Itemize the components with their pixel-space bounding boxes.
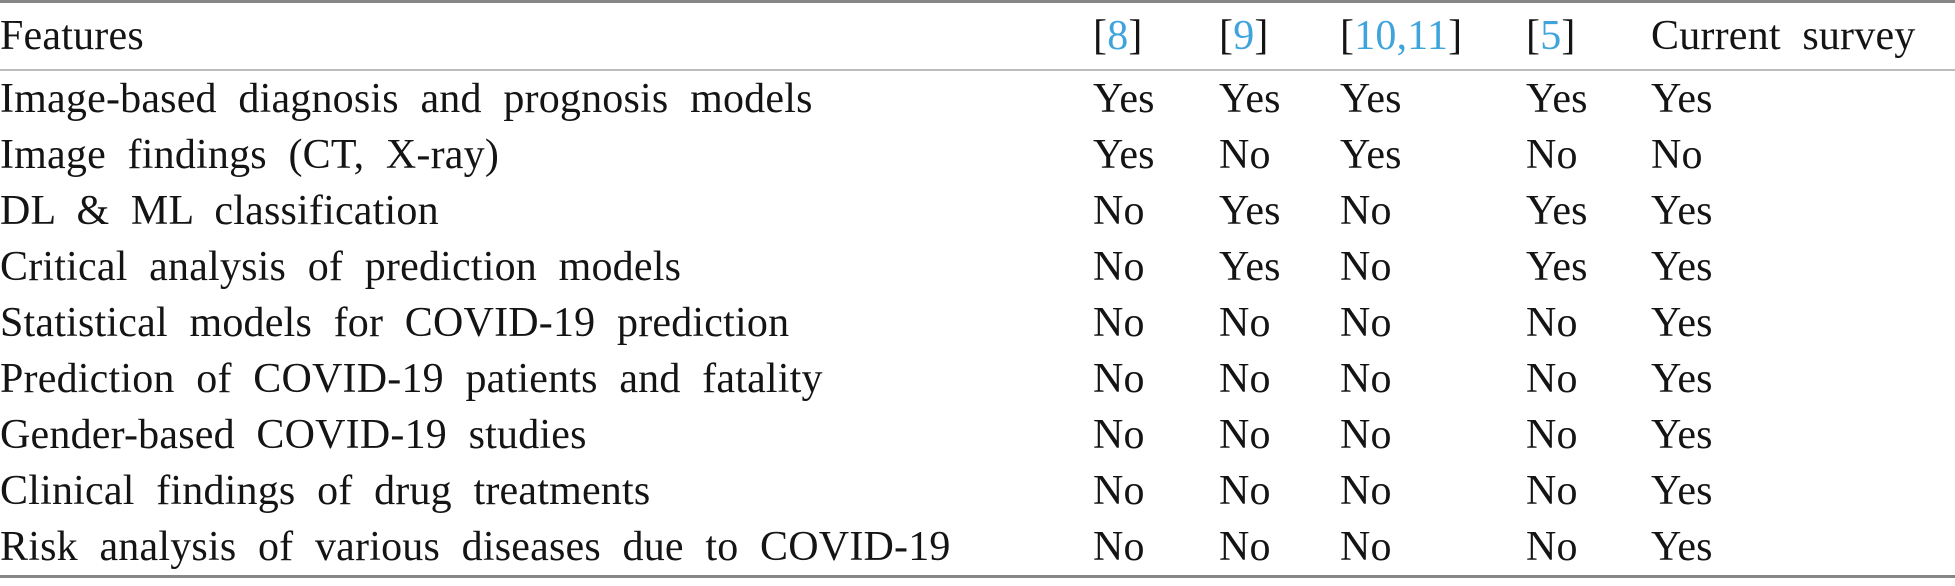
table-body: Image-based diagnosis and prognosis mode… (0, 70, 1955, 577)
cell-value: Yes (1526, 244, 1588, 290)
cell-value: No (1526, 524, 1578, 570)
table-row: DL & ML classification No Yes No Yes Yes (0, 183, 1955, 239)
cell-value: No (1093, 356, 1145, 402)
cell-value: Yes (1651, 76, 1713, 122)
ref-bracket-open: [ (1093, 13, 1108, 59)
cell-value: Yes (1093, 132, 1155, 178)
table-row: Statistical models for COVID-19 predicti… (0, 295, 1955, 351)
feature-label: Gender-based COVID-19 studies (0, 412, 587, 458)
ref-bracket-open: [ (1219, 13, 1234, 59)
cell-value: Yes (1340, 76, 1402, 122)
cell-value: No (1219, 412, 1271, 458)
cell-value: No (1219, 356, 1271, 402)
feature-label: DL & ML classification (0, 188, 439, 234)
feature-label: Critical analysis of prediction models (0, 244, 682, 290)
cell-value: No (1526, 356, 1578, 402)
cell-value: Yes (1526, 188, 1588, 234)
cell-value: No (1651, 132, 1703, 178)
cell-value: Yes (1219, 76, 1281, 122)
column-header-ref-5: [5] (1526, 1, 1651, 71)
cell-value: No (1093, 300, 1145, 346)
cell-value: No (1340, 412, 1392, 458)
feature-label: Image-based diagnosis and prognosis mode… (0, 76, 813, 122)
feature-label: Prediction of COVID-19 patients and fata… (0, 356, 823, 402)
column-header-current-survey: Current survey (1651, 1, 1955, 71)
cell-value: Yes (1219, 188, 1281, 234)
cell-value: Yes (1651, 244, 1713, 290)
table-row: Image findings (CT, X-ray) Yes No Yes No No (0, 127, 1955, 183)
cell-value: No (1340, 188, 1392, 234)
cell-value: Yes (1526, 76, 1588, 122)
table-row: Image-based diagnosis and prognosis mode… (0, 70, 1955, 127)
cell-value: No (1340, 244, 1392, 290)
citation-link-10[interactable]: 10 (1354, 13, 1397, 59)
column-header-ref-9: [9] (1219, 1, 1340, 71)
cell-value: No (1093, 524, 1145, 570)
table-row: Prediction of COVID-19 patients and fata… (0, 351, 1955, 407)
cell-value: No (1093, 188, 1145, 234)
cell-value: No (1219, 300, 1271, 346)
cell-value: No (1219, 132, 1271, 178)
cell-value: No (1093, 412, 1145, 458)
table-row: Critical analysis of prediction models No… (0, 239, 1955, 295)
ref-bracket-close: ] (1254, 13, 1269, 59)
cell-value: No (1219, 468, 1271, 514)
feature-label: Statistical models for COVID-19 predicti… (0, 300, 790, 346)
feature-label: Risk analysis of various diseases due to… (0, 524, 951, 570)
cell-value: Yes (1651, 524, 1713, 570)
ref-bracket-close: ] (1448, 13, 1463, 59)
cell-value: Yes (1219, 244, 1281, 290)
table-row: Gender-based COVID-19 studies No No No No Yes (0, 407, 1955, 463)
cell-value: No (1526, 412, 1578, 458)
cell-value: No (1526, 300, 1578, 346)
cell-value: No (1340, 524, 1392, 570)
cell-value: No (1526, 468, 1578, 514)
cell-value: No (1340, 468, 1392, 514)
cell-value: No (1340, 300, 1392, 346)
cell-value: Yes (1340, 132, 1402, 178)
cell-value: Yes (1651, 468, 1713, 514)
citation-link-8[interactable]: 8 (1107, 13, 1129, 59)
cell-value: Yes (1651, 188, 1713, 234)
cell-value: Yes (1651, 300, 1713, 346)
cell-value: No (1219, 524, 1271, 570)
citation-link-5[interactable]: 5 (1540, 13, 1562, 59)
column-header-features: Features (0, 1, 1093, 71)
ref-bracket-close: ] (1561, 13, 1576, 59)
feature-label: Clinical findings of drug treatments (0, 468, 651, 514)
ref-bracket-close: ] (1128, 13, 1143, 59)
table-row: Risk analysis of various diseases due to… (0, 519, 1955, 577)
cell-value: No (1526, 132, 1578, 178)
cell-value: Yes (1651, 356, 1713, 402)
table-row: Clinical findings of drug treatments No No… (0, 463, 1955, 519)
cell-value: Yes (1093, 76, 1155, 122)
header-row: Features [8] [9] [10,11] [5] Current sur… (0, 1, 1955, 71)
column-header-ref-8: [8] (1093, 1, 1219, 71)
citation-link-9[interactable]: 9 (1233, 13, 1255, 59)
cell-value: No (1093, 244, 1145, 290)
ref-separator: , (1396, 13, 1408, 59)
ref-bracket-open: [ (1340, 13, 1355, 59)
feature-label: Image findings (CT, X-ray) (0, 132, 500, 178)
column-header-ref-10-11: [10,11] (1340, 1, 1526, 71)
citation-link-11[interactable]: 11 (1407, 13, 1449, 59)
cell-value: No (1340, 356, 1392, 402)
cell-value: No (1093, 468, 1145, 514)
ref-bracket-open: [ (1526, 13, 1541, 59)
cell-value: Yes (1651, 412, 1713, 458)
